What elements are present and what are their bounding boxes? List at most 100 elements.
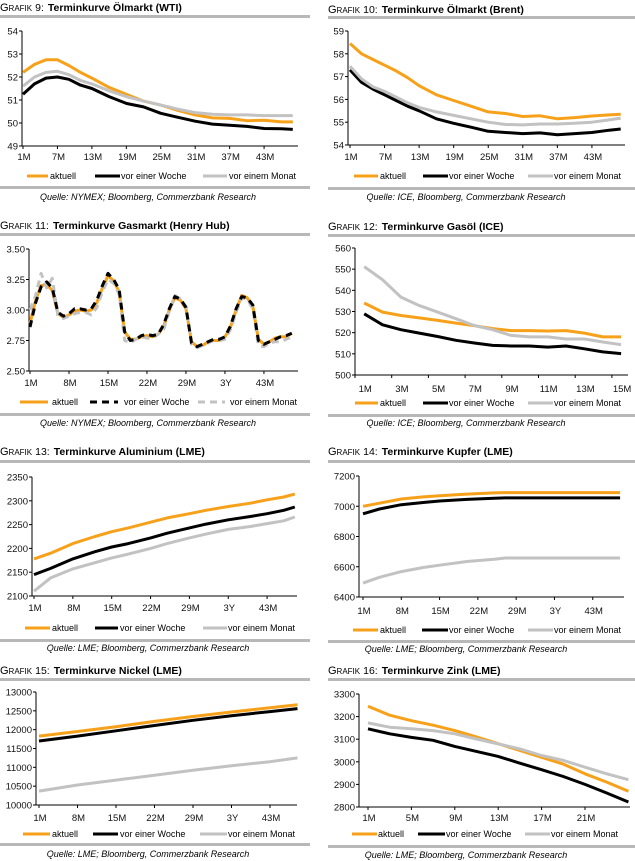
y-tick-label: 57 [333,72,344,83]
y-tick-label: 53 [7,50,18,61]
y-tick-label: 550 [335,265,351,276]
y-tick-label: 510 [335,349,351,360]
series-line-vor-einer-woche [21,75,293,131]
grafik-14-plot: 6400 6600 6800 7000 7200 1M 8M 15M 22M 29M 3Y 43M [334,472,624,632]
x-tick-label: 15M [103,603,122,614]
legend-label-vor-einem-monat: vor einem Monat [228,829,296,839]
chart-title-text: Terminkurve Kupfer (LME) [381,446,513,458]
figure-number: 10: [363,4,378,16]
y-tick-label: 51 [7,96,18,107]
chart-title: Grafik 14: Terminkurve Kupfer (LME) [328,446,513,459]
y-tick-label: 520 [335,328,351,339]
series-line-vor-einer-woche [363,312,622,356]
chart-title: Grafik 13: Terminkurve Aluminium (LME) [0,446,205,459]
figure-number: 12: [363,221,378,233]
chart-source: Quelle: ICE; Bloomberg, Commerzbank Rese… [366,418,566,428]
chart-title: Grafik 12: Terminkurve Gasöl (ICE) [328,221,504,234]
legend-label-vor-einer-woche: vor einer Woche [449,398,515,408]
y-tick-label: 6800 [334,532,355,543]
y-tick-label: 12500 [6,706,32,717]
figure-label: Grafik [0,446,33,458]
figure-label: Grafik [328,221,361,233]
series-line-vor-einem-monat [33,515,296,593]
y-tick-label: 54 [7,27,18,38]
x-tick-label: 31M [187,152,206,163]
x-tick-label: 37M [549,152,568,163]
x-tick-label: 22M [146,813,165,824]
chart-title: Grafik 15: Terminkurve Nickel (LME) [0,665,182,678]
chart-source: Quelle: LME; Bloomberg, Commerzbank Rese… [364,850,568,860]
legend-label-vor-einer-woche: vor einer Woche [449,625,515,635]
series-line-aktuell [362,491,621,508]
legend-label-vor-einer-woche: vor einer Woche [449,171,515,181]
legend-label-aktuell: aktuell [52,623,79,633]
legend-label-vor-einem-monat: vor einem Monat [229,171,297,181]
figure-label: Grafik [328,4,361,16]
figure-label: Grafik [328,446,361,458]
chart-source: Quelle: LME; Bloomberg, Commerzbank Rese… [46,849,250,859]
x-tick-label: 9M [449,813,462,824]
grafik-11-plot: 2.50 2.75 3.00 3.25 3.50 1M 8M 15M 22M 29M 3Y 43M [7,245,298,404]
series-line-vor-einem-monat [348,65,621,127]
x-tick-label: 1M [357,606,370,617]
x-tick-label: 25M [153,152,172,163]
y-tick-label: 560 [335,244,351,255]
x-tick-label: 1M [24,378,37,389]
legend-label-vor-einem-monat: vor einem Monat [228,623,296,633]
x-tick-label: 1M [359,384,372,395]
x-tick-label: 43M [584,606,603,617]
x-tick-label: 22M [139,378,158,389]
series-line-vor-einer-woche [28,271,293,349]
bottom-divider [328,640,635,643]
legend-label-vor-einem-monat: vor einem Monat [554,171,622,181]
figure-number: 15: [35,665,50,677]
x-tick-label: 22M [142,603,161,614]
series-line-vor-einer-woche [367,727,629,804]
x-tick-label: 8M [63,378,76,389]
x-tick-label: 15M [613,384,632,395]
legend-label-aktuell: aktuell [52,397,79,407]
x-tick-label: 43M [256,378,275,389]
series-line-aktuell [28,274,293,349]
figure-number: 16: [363,665,378,677]
series-line-vor-einer-woche [348,68,621,137]
legend-label-aktuell: aktuell [50,171,77,181]
series-line-vor-einem-monat [28,271,293,350]
x-tick-label: 5M [432,384,445,395]
series-line-aktuell [33,492,296,561]
chart-title-text: Terminkurve Aluminium (LME) [53,446,205,458]
top-divider [0,678,310,681]
x-tick-label: 29M [185,813,204,824]
y-tick-label: 49 [7,142,18,153]
legend-label-vor-einer-woche: vor einer Woche [120,829,186,839]
chart-source: Quelle: LME; Bloomberg, Commerzbank Rese… [364,644,568,654]
series-line-vor-einem-monat [22,69,293,118]
bottom-divider [0,843,310,846]
figure-label: Grafik [0,220,33,232]
x-tick-label: 37M [221,152,240,163]
top-divider [0,460,310,463]
y-tick-label: 13000 [6,688,32,699]
y-tick-label: 52 [7,73,18,84]
figure-number: 14: [363,446,378,458]
bottom-divider [0,186,310,189]
legend-label-aktuell: aktuell [380,171,407,181]
y-tick-label: 2300 [7,496,28,507]
series-line-vor-einer-woche [362,496,621,516]
y-tick-label: 3100 [334,735,355,746]
y-tick-label: 56 [333,95,344,106]
x-tick-label: 29M [508,606,527,617]
y-tick-label: 10000 [6,801,32,812]
x-tick-label: 3Y [550,606,562,617]
top-divider [328,678,635,681]
bottom-divider [0,639,310,642]
x-tick-label: 13M [84,152,103,163]
x-tick-label: 43M [584,152,603,163]
x-tick-label: 15M [431,606,450,617]
series-line-aktuell [38,703,298,738]
figure-number: 9: [35,2,44,14]
figure-label: Grafik [328,665,361,677]
legend-label-vor-einer-woche: vor einer Woche [446,829,512,839]
top-divider [0,15,310,18]
